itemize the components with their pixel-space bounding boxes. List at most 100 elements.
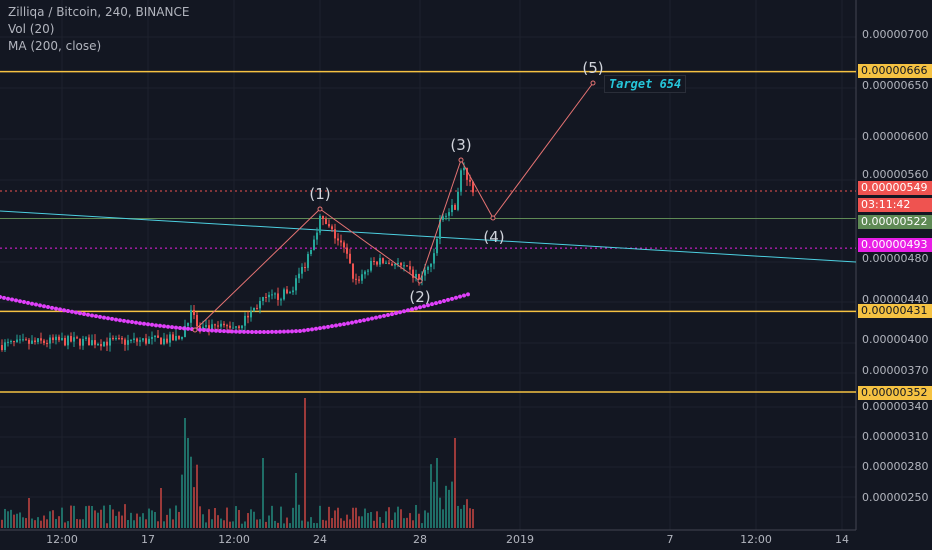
volume-bar: [433, 481, 435, 528]
ma-dot: [18, 299, 22, 304]
ma-dot: [126, 319, 130, 324]
volume-bar: [154, 511, 156, 528]
volume-bar: [226, 507, 228, 528]
volume-bar: [55, 518, 57, 528]
candle-body: [193, 309, 195, 316]
volume-bar: [358, 516, 360, 528]
price-tag-666[interactable]: 0.00000666: [858, 64, 932, 78]
candle-body: [166, 338, 168, 343]
ma-dot: [318, 326, 322, 331]
volume-bar: [262, 458, 264, 528]
candle-body: [10, 341, 12, 343]
volume-bar: [472, 509, 474, 528]
wave-point: [490, 215, 496, 221]
volume-bar: [178, 511, 180, 528]
volume-bar: [157, 521, 159, 528]
wave-label-2[interactable]: (2): [409, 288, 431, 306]
ma-dot: [398, 310, 402, 315]
candle-body: [1, 345, 3, 351]
candle-body: [202, 326, 204, 330]
ma-dot: [278, 329, 282, 334]
wave-label-3[interactable]: (3): [450, 136, 472, 154]
candle-body: [73, 337, 75, 342]
wave-label-1[interactable]: (1): [309, 185, 331, 203]
volume-bar: [133, 520, 135, 528]
candle-body: [298, 273, 300, 279]
volume-bar: [292, 507, 294, 528]
volume-bar: [352, 507, 354, 528]
ma-dot: [138, 321, 142, 326]
volume-bar: [436, 458, 438, 528]
price-tag-522[interactable]: 0.00000522: [858, 215, 932, 229]
volume-bar: [460, 508, 462, 528]
volume-bar: [457, 505, 459, 528]
candle-body: [205, 325, 207, 327]
candle-body: [55, 336, 57, 341]
candle-body: [274, 293, 276, 295]
candle-body: [472, 181, 474, 193]
last-price-tag[interactable]: 0.00000549: [858, 181, 932, 195]
candle-body: [49, 337, 51, 344]
price-tag-493[interactable]: 0.00000493: [858, 238, 932, 252]
wave-label-5[interactable]: (5): [582, 59, 604, 77]
ma-indicator-label[interactable]: MA (200, close): [8, 39, 102, 53]
volume-bar: [109, 504, 111, 528]
volume-bar: [118, 511, 120, 528]
candle-body: [13, 341, 15, 343]
volume-indicator-label[interactable]: Vol (20): [8, 22, 55, 36]
candle-body: [445, 215, 447, 217]
volume-bar: [406, 517, 408, 528]
ma-dot: [442, 298, 446, 303]
candle-body: [403, 265, 405, 267]
candle-body: [382, 258, 384, 264]
ma-dot: [38, 303, 42, 308]
ma-dot: [406, 308, 410, 313]
ma-dot: [154, 323, 158, 328]
symbol-title[interactable]: Zilliqa / Bitcoin, 240, BINANCE: [8, 5, 190, 19]
candle-body: [271, 294, 273, 296]
volume-bar: [142, 513, 144, 528]
volume-bar: [421, 523, 423, 528]
volume-bar: [412, 520, 414, 528]
candle-body: [79, 338, 81, 346]
volume-bar: [58, 516, 60, 528]
ma-dot: [26, 300, 30, 305]
volume-bar: [325, 520, 327, 528]
candle-body: [58, 336, 60, 341]
ma-dot: [254, 329, 258, 334]
candle-body: [337, 238, 339, 241]
wave-point: [458, 157, 464, 163]
volume-bar: [271, 505, 273, 528]
volume-bar: [337, 507, 339, 528]
candle-body: [76, 337, 78, 339]
volume-bar: [67, 521, 69, 528]
candle-body: [454, 204, 456, 210]
candle-body: [370, 261, 372, 271]
price-tick: 0.00000340: [862, 400, 929, 413]
ma-dot: [66, 308, 70, 313]
candle-body: [100, 343, 102, 347]
volume-bar: [64, 522, 66, 528]
wave-label-4[interactable]: (4): [483, 228, 505, 246]
ma-dot: [50, 305, 54, 310]
ma-dot: [54, 306, 58, 311]
candle-body: [106, 341, 108, 346]
ma-dot: [46, 305, 50, 310]
ma-dot: [370, 316, 374, 321]
candle-body: [436, 238, 438, 254]
volume-bar: [391, 519, 393, 528]
candle-body: [181, 336, 183, 339]
target-label[interactable]: Target 654: [604, 75, 687, 93]
candle-body: [196, 315, 198, 327]
ma-dot: [386, 313, 390, 318]
price-tag-431[interactable]: 0.00000431: [858, 304, 932, 318]
candle-body: [373, 261, 375, 263]
volume-bar: [289, 523, 291, 528]
volume-bar: [31, 518, 33, 528]
ma-dot: [162, 324, 166, 329]
countdown-tag: 03:11:42: [858, 198, 932, 212]
price-tag-352[interactable]: 0.00000352: [858, 386, 932, 400]
volume-bar: [91, 505, 93, 528]
candle-body: [151, 337, 153, 339]
